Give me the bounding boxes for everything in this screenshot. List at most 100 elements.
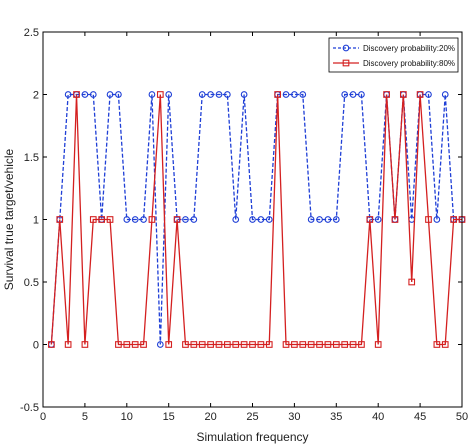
x-tick-label: 10 bbox=[121, 411, 133, 423]
data-point bbox=[207, 91, 214, 98]
data-point bbox=[282, 91, 290, 98]
data-point bbox=[156, 91, 164, 98]
legend-item: Discovery probability:20% bbox=[333, 44, 455, 53]
data-point bbox=[374, 216, 382, 223]
data-point bbox=[56, 216, 64, 223]
x-tick-label: 0 bbox=[40, 411, 46, 423]
data-point bbox=[215, 91, 223, 98]
y-tick-label: -0.5 bbox=[20, 402, 39, 414]
data-point bbox=[89, 216, 97, 223]
data-point bbox=[391, 216, 399, 223]
data-point bbox=[341, 91, 349, 98]
x-tick-label: 35 bbox=[330, 411, 342, 423]
data-point bbox=[190, 216, 198, 223]
data-point bbox=[173, 216, 181, 223]
legend-item: Discovery probability:80% bbox=[333, 59, 455, 68]
legend-box bbox=[328, 37, 459, 73]
data-point bbox=[64, 91, 72, 98]
data-point bbox=[165, 91, 173, 98]
data-point bbox=[106, 91, 114, 98]
data-point bbox=[249, 341, 256, 348]
data-point bbox=[291, 91, 298, 98]
x-tick-label: 50 bbox=[456, 411, 468, 423]
data-point bbox=[232, 341, 240, 348]
data-point bbox=[73, 91, 80, 98]
data-point bbox=[433, 341, 441, 348]
data-point bbox=[265, 216, 273, 223]
data-point bbox=[81, 91, 89, 98]
data-point bbox=[115, 91, 122, 98]
data-point bbox=[341, 341, 349, 348]
series-2 bbox=[48, 91, 466, 348]
y-tick-label: 2 bbox=[33, 90, 39, 102]
legend-marker bbox=[342, 59, 350, 67]
data-point bbox=[383, 91, 390, 98]
legend-marker bbox=[342, 44, 350, 52]
data-point bbox=[165, 341, 173, 348]
data-point bbox=[131, 341, 139, 348]
data-point bbox=[156, 341, 164, 348]
x-tick-label: 25 bbox=[246, 411, 258, 423]
data-point bbox=[148, 216, 156, 223]
data-point bbox=[441, 341, 449, 348]
data-point bbox=[316, 341, 323, 348]
data-point bbox=[48, 341, 55, 348]
data-point bbox=[374, 341, 382, 348]
series-1 bbox=[48, 91, 466, 348]
data-point bbox=[274, 91, 281, 98]
data-point bbox=[349, 341, 357, 348]
legend: Discovery probability:20% Discovery proba… bbox=[328, 37, 459, 73]
data-point bbox=[358, 91, 365, 98]
data-point bbox=[232, 216, 240, 223]
data-point bbox=[198, 91, 206, 98]
series-layer bbox=[48, 91, 466, 348]
data-point bbox=[240, 341, 248, 348]
data-point bbox=[282, 341, 290, 348]
data-point bbox=[358, 341, 365, 348]
data-point bbox=[349, 91, 357, 98]
data-point bbox=[123, 341, 131, 348]
data-point bbox=[123, 216, 131, 223]
x-tick-label: 40 bbox=[372, 411, 384, 423]
data-point bbox=[81, 341, 89, 348]
x-tick-label: 30 bbox=[288, 411, 300, 423]
x-tick-label: 5 bbox=[82, 411, 88, 423]
x-tick-label: 45 bbox=[414, 411, 426, 423]
data-point bbox=[106, 216, 114, 223]
x-tick-label: 20 bbox=[204, 411, 216, 423]
data-point bbox=[416, 91, 424, 98]
data-point bbox=[324, 216, 332, 223]
data-point bbox=[198, 341, 206, 348]
data-point bbox=[299, 91, 307, 98]
data-point bbox=[98, 216, 106, 223]
data-point bbox=[425, 91, 432, 98]
data-point bbox=[249, 216, 256, 223]
data-point bbox=[307, 341, 315, 348]
x-axis-title: Simulation frequency bbox=[196, 430, 308, 444]
data-point bbox=[399, 91, 407, 98]
data-point bbox=[257, 341, 265, 348]
axis-ticks: 0 5 10 15 20 25 30 35 40 45 50-0.500.511.522.5 bbox=[20, 27, 468, 423]
data-point bbox=[291, 341, 298, 348]
data-point bbox=[240, 91, 248, 98]
data-point bbox=[366, 216, 374, 223]
data-point bbox=[324, 341, 332, 348]
data-point bbox=[257, 216, 265, 223]
data-point bbox=[64, 341, 72, 348]
data-point bbox=[140, 216, 147, 223]
legend-label: Discovery probability:80% bbox=[363, 59, 455, 68]
y-tick-label: 1.5 bbox=[24, 152, 39, 164]
y-axis-title: Survival true target/vehicle bbox=[2, 148, 16, 290]
data-point bbox=[425, 216, 432, 223]
data-point bbox=[316, 216, 323, 223]
plot-frame bbox=[42, 31, 463, 408]
y-tick-label: 1 bbox=[33, 215, 39, 227]
data-point bbox=[215, 341, 223, 348]
data-point bbox=[148, 91, 156, 98]
data-point bbox=[224, 91, 231, 98]
y-tick-label: 0 bbox=[33, 340, 39, 352]
data-point bbox=[89, 91, 97, 98]
data-point bbox=[182, 216, 189, 223]
data-point bbox=[450, 216, 457, 223]
